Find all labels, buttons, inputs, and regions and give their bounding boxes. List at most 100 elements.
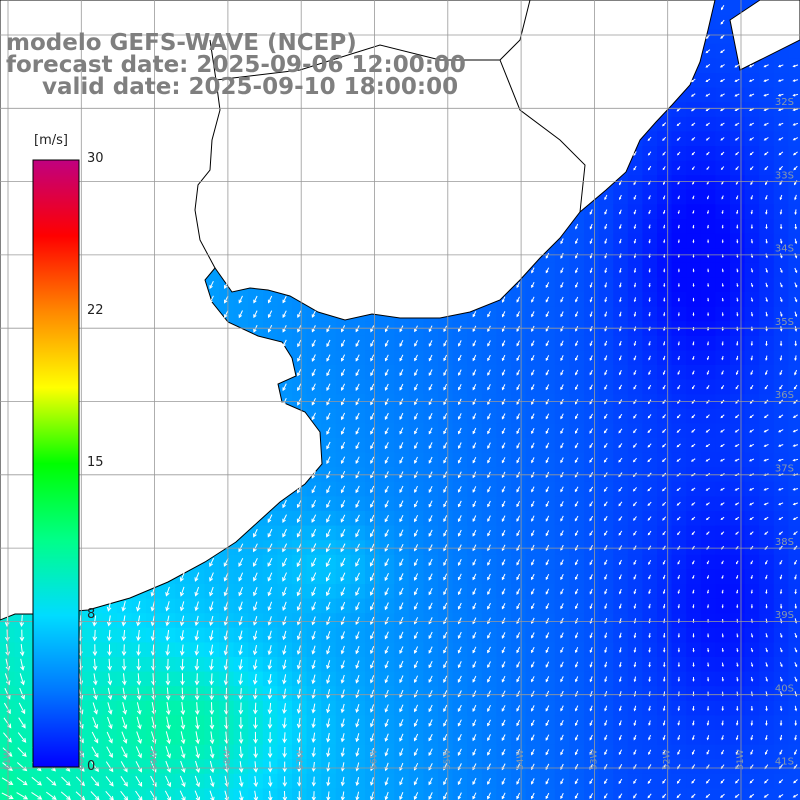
latitude-label: 41S [775, 757, 794, 768]
wind-arrow [692, 312, 695, 317]
wind-cell [131, 788, 147, 800]
wind-cell [657, 788, 672, 800]
wind-cell [598, 788, 614, 800]
longitude-label: 52W [663, 750, 673, 770]
wind-cell [788, 700, 800, 716]
colorbar-tick-15: 15 [87, 455, 104, 470]
latitude-label: 35S [775, 317, 794, 328]
longitude-label: 58W [223, 750, 233, 770]
longitude-label: 54W [516, 750, 526, 770]
wind-arrow [736, 604, 739, 609]
wind-arrow [736, 224, 739, 229]
wind-cell [584, 788, 599, 800]
wind-arrow [750, 224, 754, 230]
wind-cell [788, 321, 800, 337]
colorbar [32, 159, 80, 768]
colorbar-tick-8: 8 [87, 607, 96, 622]
wind-arrow [707, 239, 710, 244]
wind-cell [788, 335, 800, 351]
wind-arrow [677, 283, 680, 288]
wind-cell [700, 788, 716, 800]
longitude-label: 51W [736, 750, 746, 770]
wind-cell [730, 788, 745, 800]
wind-cell [686, 788, 702, 800]
wind-cell [788, 569, 800, 585]
latitude-label: 36S [775, 390, 794, 401]
colorbar-tick-22: 22 [87, 303, 104, 318]
wind-cell [613, 788, 629, 800]
latitude-label: 40S [775, 683, 794, 694]
wind-arrow [750, 604, 753, 609]
wind-cell [788, 219, 800, 234]
wind-cell [788, 788, 800, 800]
colorbar-unit: [m/s] [34, 133, 68, 148]
wind-cell [715, 788, 731, 800]
wind-cell [788, 204, 800, 220]
wind-arrow [677, 662, 681, 668]
colorbar-tick-0: 0 [87, 759, 96, 774]
longitude-label: 56W [370, 750, 380, 770]
latitude-label: 32S [775, 97, 794, 108]
wind-cell [788, 306, 800, 322]
colorbar-bar [32, 159, 80, 768]
wind-arrow [692, 633, 695, 638]
wind-cell [146, 788, 161, 800]
wind-arrow [707, 633, 710, 638]
wind-arrow [663, 268, 666, 273]
wind-arrow [692, 297, 695, 302]
latitude-label: 38S [775, 537, 794, 548]
wind-cell [788, 715, 800, 731]
latitude-label: 37S [775, 464, 794, 475]
wind-cell [759, 788, 775, 800]
longitude-label: 55W [443, 750, 453, 770]
wind-cell [788, 627, 800, 643]
wind-cell [627, 788, 643, 800]
longitude-label: 59W [150, 750, 160, 770]
wind-cell [29, 788, 45, 800]
wind-arrow [677, 297, 680, 302]
wind-cell [788, 43, 800, 59]
wind-cell [788, 730, 800, 745]
wind-cell [744, 788, 760, 800]
latitude-label: 34S [775, 244, 794, 255]
wind-arrow [663, 283, 666, 288]
wind-arrow [692, 677, 695, 682]
wind-arrow [707, 312, 710, 317]
wind-cell [160, 788, 176, 800]
colorbar-tick-30: 30 [87, 151, 104, 166]
wind-arrow [677, 268, 680, 273]
wind-cell [43, 788, 59, 800]
wind-cell [788, 189, 800, 205]
longitude-label: 53W [589, 750, 599, 770]
longitude-label: 57W [296, 750, 306, 770]
wind-cell [788, 642, 800, 658]
wind-cell [58, 788, 74, 800]
wind-arrow [736, 239, 739, 244]
latitude-label: 33S [775, 170, 794, 181]
latitude-label: 39S [775, 610, 794, 621]
wind-cell [87, 788, 103, 800]
wind-cell [788, 657, 800, 672]
wind-cell [773, 788, 789, 800]
wind-cell [569, 788, 585, 800]
wind-cell [788, 248, 800, 264]
valid-date: valid date: 2025-09-10 18:00:00 [42, 74, 459, 100]
wind-arrow [721, 239, 724, 244]
wind-cell [189, 788, 205, 800]
wind-cell [788, 292, 800, 307]
wind-cell [175, 788, 191, 800]
wind-cell [204, 788, 220, 800]
wind-cell [788, 365, 800, 380]
wind-cell [788, 350, 800, 366]
wind-cell [73, 788, 88, 800]
wind-cell [788, 262, 800, 278]
wind-cell [788, 277, 800, 293]
wind-arrow [677, 647, 681, 653]
longitude-label: 61W [3, 750, 13, 770]
wind-cell [788, 233, 800, 249]
wind-arrow [663, 297, 666, 302]
wind-cell [788, 584, 800, 599]
wind-cell [671, 788, 687, 800]
